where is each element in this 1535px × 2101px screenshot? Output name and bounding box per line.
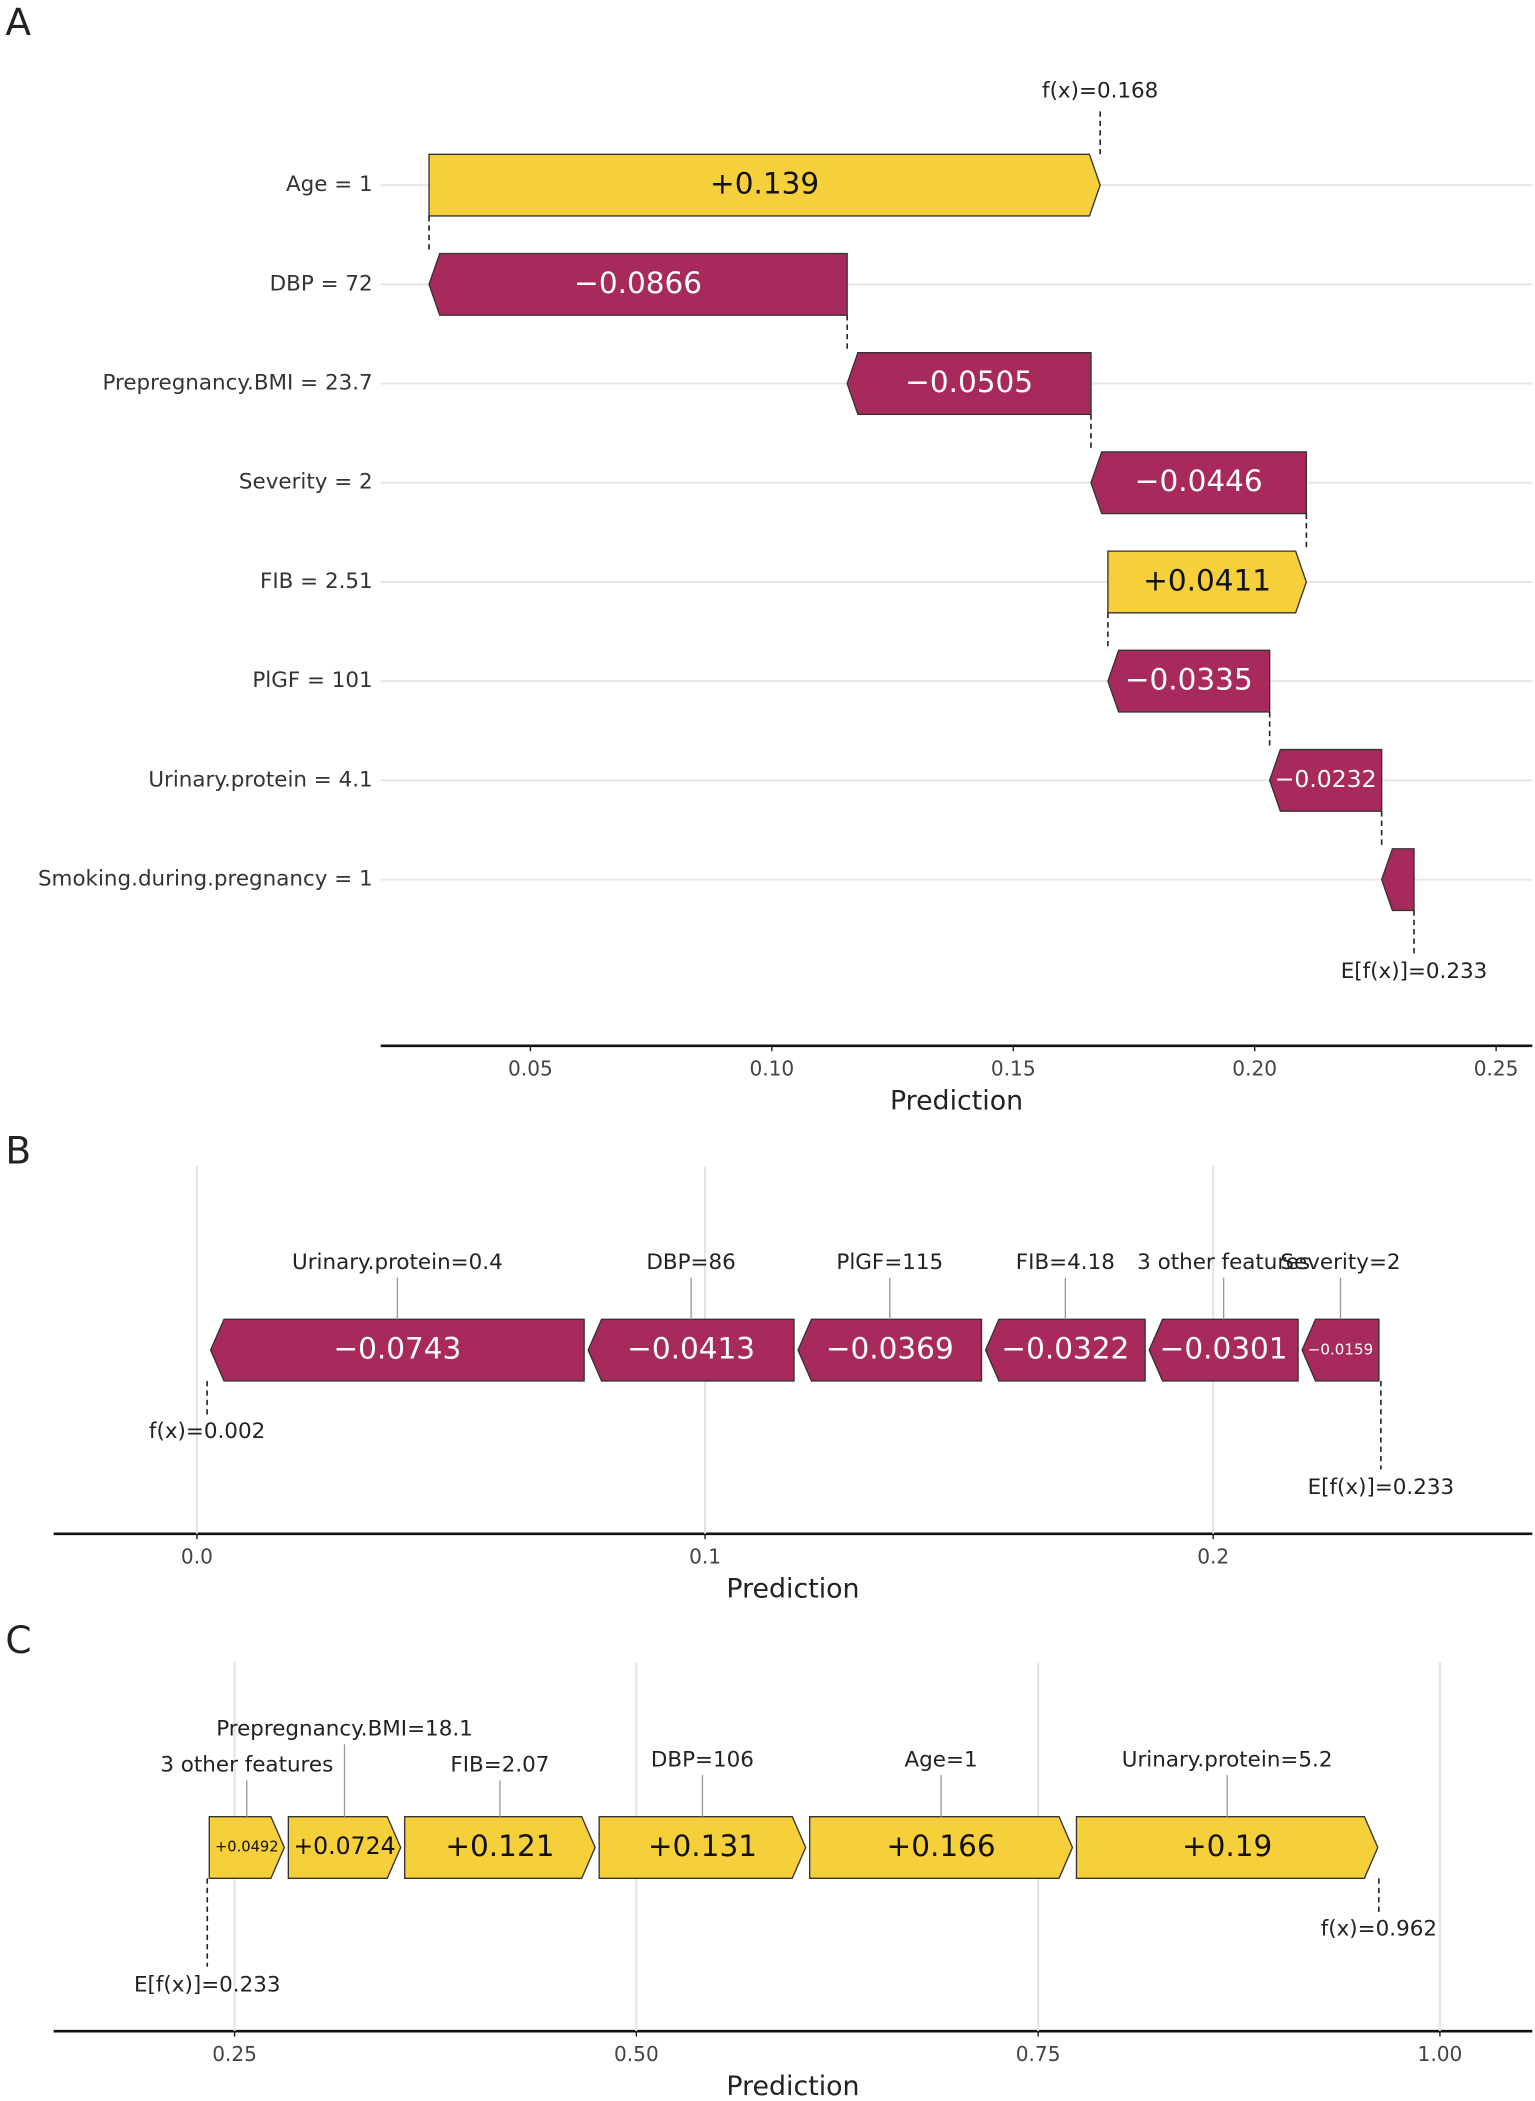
category-label: Severity = 2 [239,470,373,495]
force-segment [1075,1815,1379,1879]
value-label: −0.0322 [1001,1332,1129,1366]
x-axis-label: Prediction [726,2071,859,2101]
x-tick-label: 0.10 [749,1056,794,1080]
force-segment [598,1815,807,1879]
panel-letter: B [5,1129,31,1173]
x-tick-label: 1.00 [1418,2042,1463,2066]
feature-label: FIB=2.07 [450,1753,549,1778]
category-label: Prepregnancy.BMI = 23.7 [102,371,372,396]
force-segment [287,1815,402,1879]
force-segment [984,1318,1146,1382]
fx-label: f(x)=0.002 [149,1419,265,1444]
category-label: PlGF = 101 [252,668,372,693]
value-label: −0.0413 [627,1332,755,1366]
value-label: +0.121 [445,1829,554,1863]
x-tick-label: 0.75 [1016,2042,1061,2066]
bar [428,153,1101,217]
value-label: −0.0505 [905,365,1033,399]
feature-label: FIB=4.18 [1016,1250,1115,1275]
bar [1090,451,1308,515]
x-tick-label: 0.15 [991,1056,1036,1080]
bar [846,352,1092,416]
x-axis-label: Prediction [726,1574,859,1605]
x-tick-label: 0.2 [1197,1544,1229,1568]
fx-label: f(x)=0.168 [1042,78,1158,103]
value-label: −0.0369 [826,1332,954,1366]
feature-label: 3 other features [1137,1250,1310,1275]
category-label: Urinary.protein = 4.1 [148,767,372,792]
feature-label: Age=1 [905,1747,978,1772]
category-label: DBP = 72 [270,271,373,296]
bar [1268,748,1383,812]
force-segment [404,1815,596,1879]
x-tick-label: 0.50 [614,2042,659,2066]
panel-letter: C [5,1618,31,1662]
force-segment [1148,1318,1299,1382]
force-segment [209,1318,585,1382]
x-tick-label: 0.25 [212,2042,257,2066]
feature-label: Prepregnancy.BMI=18.1 [216,1717,473,1742]
x-axis-label: Prediction [890,1086,1023,1117]
feature-label: DBP=106 [651,1747,754,1772]
value-label: −0.0301 [1160,1332,1288,1366]
bar [1107,649,1271,713]
x-tick-label: 0.20 [1232,1056,1277,1080]
bar [1107,550,1308,614]
value-label: −0.0159 [1308,1341,1373,1359]
value-label: +0.139 [710,167,819,201]
value-label: +0.19 [1182,1829,1272,1863]
feature-label: Urinary.protein=0.4 [292,1250,503,1275]
feature-label: 3 other features [160,1753,333,1778]
value-label: +0.0724 [293,1832,395,1860]
x-tick-label: 0.1 [689,1544,721,1568]
base-label: E[f(x)]=0.233 [134,1973,281,1998]
category-label: Smoking.during.pregnancy = 1 [38,867,373,892]
value-label: +0.131 [648,1829,757,1863]
value-label: −0.0446 [1135,464,1263,498]
panel-letter: A [5,0,31,44]
feature-label: DBP=86 [646,1250,735,1275]
category-label: FIB = 2.51 [260,569,373,594]
category-label: Age = 1 [286,172,373,197]
x-tick-label: 0.25 [1474,1056,1519,1080]
bar [428,252,848,316]
force-segment [587,1318,795,1382]
feature-label: PlGF=115 [836,1250,943,1275]
force-segment [809,1815,1074,1879]
x-tick-label: 0.0 [181,1544,213,1568]
x-tick-label: 0.05 [508,1056,553,1080]
feature-label: Urinary.protein=5.2 [1122,1747,1333,1772]
value-label: +0.166 [887,1829,996,1863]
value-label: −0.0743 [333,1332,461,1366]
feature-label: Severity=2 [1280,1250,1400,1275]
force-segment [208,1815,286,1879]
value-label: +0.0411 [1143,563,1271,597]
value-label: +0.0492 [215,1838,279,1855]
value-label: −0.0335 [1125,663,1253,697]
force-segment [797,1318,983,1382]
value-label: −0.0232 [1275,765,1377,793]
force-segment [1301,1318,1380,1382]
fx-label: f(x)=0.962 [1321,1916,1437,1941]
bar [1380,848,1415,912]
base-label: E[f(x)]=0.233 [1341,959,1488,984]
base-label: E[f(x)]=0.233 [1308,1475,1455,1500]
value-label: −0.0866 [574,266,702,300]
